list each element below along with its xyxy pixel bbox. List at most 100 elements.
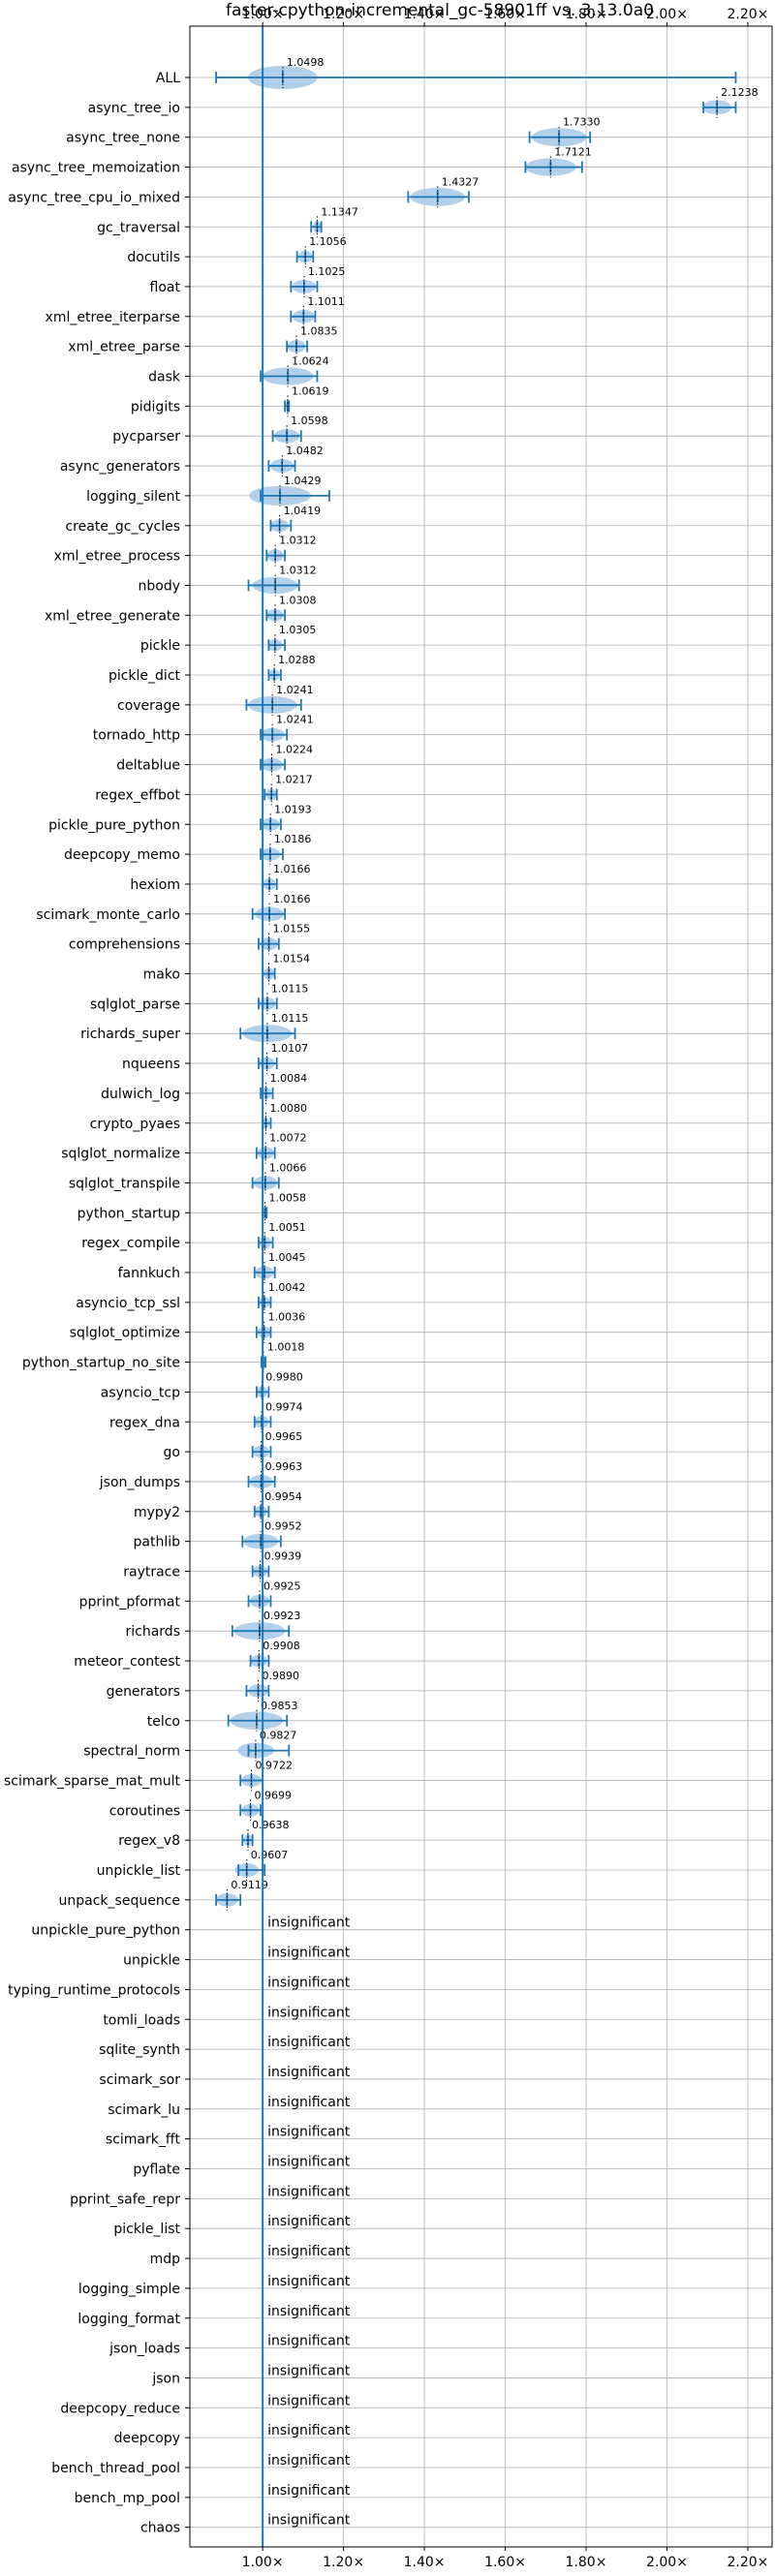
category-label: logging_silent [86, 489, 180, 505]
category-label: bench_mp_pool [75, 2491, 180, 2506]
value-label: 0.9638 [252, 1819, 290, 1831]
x-tick-label-top: 1.60× [484, 7, 526, 22]
insignificant-label: insignificant [267, 1975, 351, 1990]
x-tick-label-bottom: 1.00× [242, 2555, 284, 2570]
category-label: pycparser [112, 429, 180, 445]
value-label: 1.0166 [273, 863, 311, 875]
category-label: deltablue [116, 758, 180, 774]
value-label: 1.1347 [321, 205, 358, 218]
x-tick-label-bottom: 2.20× [728, 2555, 769, 2570]
value-label: 1.0308 [279, 594, 317, 606]
value-label: 1.0619 [292, 384, 329, 397]
x-tick-label-bottom: 1.20× [323, 2555, 364, 2570]
category-label: nbody [139, 578, 181, 594]
value-label: 1.0084 [270, 1072, 308, 1085]
value-label: 1.0193 [274, 803, 312, 815]
category-label: tomli_loads [103, 2012, 180, 2028]
x-tick-label-top: 2.20× [728, 7, 769, 22]
axes: ALL async_tree_io async_tree_none async_tre… [4, 7, 773, 2570]
insignificant-label: insignificant [267, 2065, 351, 2080]
category-label: json_loads [108, 2342, 180, 2357]
value-label: 1.0624 [292, 355, 329, 368]
category-label: logging_simple [78, 2282, 180, 2297]
x-tick-label-bottom: 1.80× [566, 2555, 607, 2570]
category-label: asyncio_tcp_ssl [76, 1296, 180, 1311]
value-label: 0.9980 [265, 1370, 303, 1383]
category-label: chaos [140, 2521, 180, 2536]
value-label: 0.9965 [265, 1430, 303, 1443]
category-label: tornado_http [93, 728, 180, 744]
insignificant-label: insignificant [267, 2035, 351, 2050]
value-label: 1.0835 [300, 325, 338, 338]
category-label: mako [143, 967, 180, 983]
value-label: 0.9963 [265, 1460, 303, 1473]
category-label: pickle_dict [108, 668, 181, 684]
value-label: 0.9890 [263, 1670, 300, 1682]
x-tick-label-bottom: 2.00× [646, 2555, 688, 2570]
value-label: 1.0482 [286, 445, 324, 457]
value-label: 1.1011 [307, 295, 345, 308]
value-label: 1.0186 [274, 833, 312, 845]
category-label: pprint_pformat [79, 1594, 181, 1610]
category-label: dulwich_log [101, 1087, 180, 1102]
category-label: unpickle_list [97, 1863, 181, 1879]
value-label: 1.0072 [269, 1132, 307, 1145]
category-label: logging_format [78, 2312, 180, 2327]
category-label: pickle_pure_python [48, 817, 180, 833]
value-label: 1.0224 [275, 744, 313, 756]
category-label: unpack_sequence [59, 1893, 180, 1909]
value-label: 1.0018 [267, 1341, 305, 1354]
value-label: 0.9925 [264, 1579, 301, 1592]
x-tick-label-bottom: 1.40× [404, 2555, 446, 2570]
x-tick-label-bottom: 1.60× [484, 2555, 526, 2570]
value-label: 0.9923 [264, 1610, 301, 1622]
insignificant-label: insignificant [267, 2393, 351, 2408]
value-label: 1.0051 [268, 1221, 306, 1234]
category-label: ALL [156, 71, 180, 86]
category-label: nqueens [122, 1057, 180, 1072]
value-label: 1.0241 [276, 684, 314, 696]
category-label: pidigits [131, 399, 180, 414]
value-label: 1.7330 [563, 116, 601, 129]
insignificant-label: insignificant [267, 1916, 351, 1931]
category-label: sqlite_synth [99, 2042, 180, 2058]
insignificant-label: insignificant [267, 1946, 351, 1961]
category-label: typing_runtime_protocols [8, 1982, 180, 1998]
insignificant-label: insignificant [267, 2125, 351, 2140]
value-label: 0.9607 [251, 1849, 289, 1861]
insignificant-label: insignificant [267, 2513, 351, 2529]
category-label: generators [107, 1684, 180, 1700]
insignificant-label: insignificant [267, 2155, 351, 2170]
category-label: raytrace [123, 1565, 180, 1580]
value-label: 1.0498 [287, 56, 325, 69]
category-label: mypy2 [134, 1505, 180, 1520]
insignificant-label: insignificant [267, 2244, 351, 2259]
value-label: 1.0066 [269, 1161, 307, 1174]
value-label: 1.0036 [268, 1311, 306, 1324]
category-label: python_startup_no_site [22, 1356, 180, 1371]
chart-marks: 1.0498 2.1238 1.7330 1.7121 1.4327 1.1347 1.10… [215, 26, 759, 2547]
value-label: 1.0241 [276, 714, 314, 726]
value-label: 1.7121 [554, 146, 592, 159]
category-label: async_generators [60, 459, 180, 475]
category-label: xml_etree_iterparse [46, 310, 180, 325]
category-label: dask [148, 370, 181, 385]
value-label: 0.9853 [261, 1700, 298, 1712]
value-label: 0.9939 [264, 1550, 302, 1563]
category-label: coverage [117, 698, 180, 714]
category-label: python_startup [78, 1206, 180, 1221]
category-label: deepcopy [114, 2431, 180, 2446]
category-label: meteor_contest [74, 1654, 180, 1670]
category-label: scimark_fft [106, 2132, 181, 2148]
category-label: async_tree_cpu_io_mixed [8, 190, 180, 205]
category-label: sqlglot_transpile [69, 1176, 180, 1191]
plot-frame [189, 25, 773, 2548]
insignificant-label: insignificant [267, 2423, 351, 2438]
category-label: gc_traversal [97, 220, 180, 235]
category-label: regex_v8 [118, 1833, 180, 1849]
x-tick-label-top: 1.00× [242, 7, 284, 22]
value-label: 0.9954 [264, 1490, 302, 1503]
value-label: 1.1056 [309, 235, 347, 248]
value-label: 1.0058 [269, 1191, 307, 1204]
